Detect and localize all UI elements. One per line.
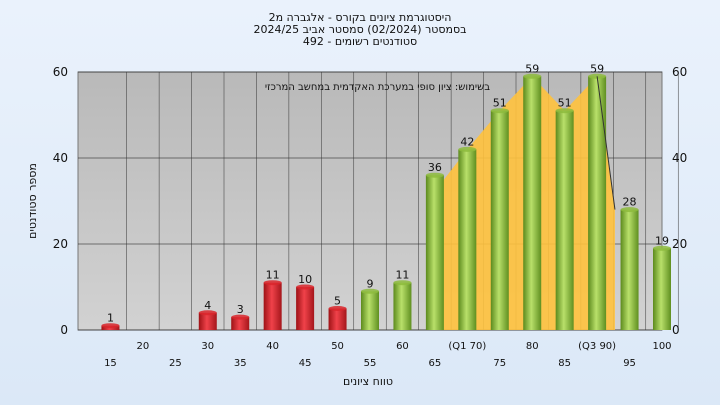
- bar-65: [425, 175, 444, 330]
- value-label-95: 28: [623, 196, 637, 209]
- x-tick-90: (Q3 90): [578, 341, 616, 352]
- bars: [101, 73, 671, 330]
- x-tick-25: 25: [169, 358, 182, 369]
- x-tick-55: 55: [364, 358, 377, 369]
- y-tick-left-40: 40: [53, 151, 68, 165]
- bar-100: [653, 248, 671, 330]
- bar-cap-85: [555, 108, 574, 114]
- value-label-100: 19: [655, 234, 669, 247]
- y-tick-right-60: 60: [672, 65, 687, 79]
- y-tick-left-20: 20: [53, 237, 68, 251]
- bar-90: [588, 76, 607, 330]
- y-axis-label: מספר סטודנטים: [26, 163, 39, 239]
- bar-cap-100: [653, 245, 671, 251]
- x-tick-70: (Q1 70): [448, 341, 486, 352]
- value-label-50: 5: [334, 295, 341, 308]
- x-axis-label: טווח ציונים: [343, 375, 393, 388]
- value-label-35: 3: [237, 303, 244, 316]
- bar-cap-95: [620, 207, 639, 213]
- x-tick-35: 35: [234, 358, 247, 369]
- bar-60: [393, 282, 412, 330]
- bar-35: [231, 317, 250, 330]
- bar-70: [458, 149, 477, 330]
- bar-30: [198, 312, 217, 330]
- value-label-55: 9: [367, 277, 374, 290]
- bar-55: [361, 291, 379, 330]
- x-tick-30: 30: [201, 341, 214, 352]
- bar-cap-65: [425, 172, 444, 178]
- bar-cap-80: [523, 73, 542, 79]
- value-label-80: 59: [525, 62, 539, 75]
- bar-cap-60: [393, 280, 412, 286]
- value-label-30: 4: [204, 299, 211, 312]
- value-label-60: 11: [395, 269, 409, 282]
- bar-50: [328, 308, 347, 330]
- value-label-15: 1: [107, 312, 114, 325]
- x-tick-50: 50: [331, 341, 344, 352]
- chart-annotation: בשימוש: ציון סופי במערכת האקדמית במחשב ה…: [265, 82, 490, 93]
- chart-title-line-2: בסמסטר (02/2024) סמסטר אביב 2024/25: [253, 23, 467, 36]
- y-tick-right-0: 0: [672, 323, 680, 337]
- y-tick-left-0: 0: [60, 323, 68, 337]
- bar-95: [620, 209, 639, 330]
- y-tick-right-20: 20: [672, 237, 687, 251]
- bar-cap-35: [231, 314, 250, 320]
- value-label-65: 36: [428, 161, 442, 174]
- value-label-40: 11: [266, 269, 280, 282]
- chart-title-line-1: היסטוגרמת ציונים בקורס - אלגברה מ2: [268, 11, 452, 24]
- x-tick-45: 45: [299, 358, 312, 369]
- bar-cap-15: [101, 323, 120, 329]
- y-tick-right-40: 40: [672, 151, 687, 165]
- bar-cap-55: [361, 288, 379, 294]
- quartile-band-edge: [596, 76, 616, 210]
- x-tick-60: 60: [396, 341, 409, 352]
- chart-title-line-3: 492 - סטודנטים רשומים: [302, 35, 418, 48]
- x-tick-100: 100: [652, 341, 671, 352]
- x-tick-95: 95: [623, 358, 636, 369]
- bar-cap-50: [328, 306, 347, 311]
- x-tick-40: 40: [266, 341, 279, 352]
- bar-cap-45: [296, 284, 315, 290]
- x-tick-15: 15: [104, 358, 117, 369]
- y-tick-left-60: 60: [53, 65, 68, 79]
- value-label-85: 51: [558, 97, 572, 110]
- bar-40: [263, 282, 282, 330]
- bar-cap-30: [198, 310, 217, 316]
- bar-75: [490, 110, 509, 330]
- value-label-75: 51: [493, 97, 507, 110]
- bar-80: [523, 76, 542, 330]
- bar-cap-75: [490, 108, 509, 114]
- value-label-45: 10: [298, 273, 312, 286]
- x-tick-20: 20: [137, 341, 150, 352]
- x-tick-75: 75: [493, 358, 506, 369]
- value-label-90: 59: [590, 62, 604, 75]
- x-tick-85: 85: [558, 358, 571, 369]
- bar-cap-70: [458, 146, 477, 152]
- bar-cap-40: [263, 280, 282, 286]
- bar-45: [296, 287, 315, 330]
- value-label-70: 42: [460, 135, 474, 148]
- bar-85: [555, 110, 574, 330]
- x-tick-80: 80: [526, 341, 539, 352]
- x-tick-65: 65: [429, 358, 442, 369]
